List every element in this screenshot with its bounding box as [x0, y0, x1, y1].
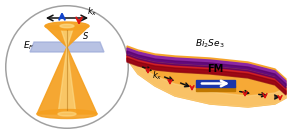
Polygon shape [58, 47, 76, 114]
Ellipse shape [37, 109, 97, 118]
Polygon shape [30, 42, 104, 52]
Ellipse shape [45, 22, 89, 30]
Polygon shape [127, 46, 286, 107]
Ellipse shape [58, 112, 76, 116]
Ellipse shape [60, 24, 74, 28]
Text: $E_F$: $E_F$ [23, 40, 35, 52]
Polygon shape [127, 51, 286, 88]
Polygon shape [37, 47, 97, 114]
Text: $S$: $S$ [82, 30, 89, 41]
Polygon shape [60, 26, 74, 47]
Polygon shape [196, 80, 235, 87]
Text: $k_x$: $k_x$ [152, 70, 162, 82]
Text: $k_x$: $k_x$ [87, 6, 97, 18]
Polygon shape [127, 54, 286, 107]
Text: FM: FM [207, 64, 223, 74]
Polygon shape [45, 26, 89, 47]
Circle shape [7, 7, 128, 127]
Polygon shape [127, 58, 286, 95]
Text: $Bi_2Se_3$: $Bi_2Se_3$ [195, 38, 225, 50]
Circle shape [5, 5, 129, 129]
Polygon shape [127, 48, 286, 86]
Polygon shape [127, 55, 286, 94]
Polygon shape [196, 86, 235, 91]
